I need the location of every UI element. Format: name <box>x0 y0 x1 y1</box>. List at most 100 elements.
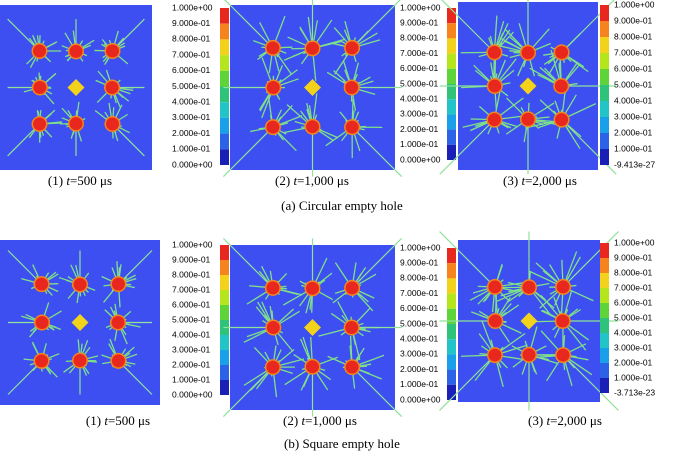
colorbar-cell <box>220 305 229 320</box>
hole <box>105 117 119 131</box>
center-hole <box>520 312 538 330</box>
colorbar-label: 4.000e-01 <box>172 329 211 339</box>
hole <box>556 348 570 362</box>
colorbar-cell <box>447 339 456 355</box>
colorbar-cell <box>600 348 609 363</box>
colorbar-label: 3.000e-01 <box>614 342 653 352</box>
colorbar-label: 6.000e-01 <box>400 303 439 313</box>
hole <box>33 81 47 94</box>
colorbar-cell <box>447 68 456 84</box>
panel: 1.000e+00 9.000e-01 8.000e-01 7.000e-01 6.00… <box>222 0 456 188</box>
colorbar-label: 2.000e-01 <box>614 357 653 367</box>
hole <box>266 81 280 94</box>
colorbar-label: 1.000e-01 <box>172 374 211 384</box>
colorbar-cell <box>220 39 229 56</box>
colorbar-label: 5.000e-01 <box>400 318 439 328</box>
caption-index: (1) <box>48 173 66 188</box>
caption-variable: t <box>293 173 297 188</box>
colorbar-label: 4.000e-01 <box>400 93 439 103</box>
caption-value: =1,000 μs <box>297 173 349 188</box>
colorbar-label: 2.000e-01 <box>172 128 211 138</box>
colorbar-cell <box>447 8 456 24</box>
caption-variable: t <box>66 173 70 188</box>
colorbar-label: 1.000e-01 <box>172 144 211 154</box>
hole <box>555 45 569 59</box>
colorbar-cell <box>600 133 609 149</box>
colorbar-cell <box>600 53 609 69</box>
colorbar-cell <box>600 37 609 53</box>
colorbar-label: 9.000e-01 <box>614 15 653 25</box>
caption-value: =500 μs <box>70 173 112 188</box>
caption-variable: t <box>104 413 108 428</box>
colorbar-cell <box>600 85 609 101</box>
caption-value: =1,000 μs <box>305 413 357 428</box>
colorbar-cell <box>220 260 229 275</box>
colorbar-cell <box>220 102 229 118</box>
colorbar-label: 1.000e+00 <box>614 0 655 9</box>
panel: 1.000e+00 9.000e-01 8.000e-01 7.000e-01 6.00… <box>439 0 655 188</box>
colorbar-label: 1.000e-01 <box>400 379 439 389</box>
colorbar-cell <box>220 70 229 87</box>
colorbar-label: -3.713e-23 <box>614 387 655 397</box>
caption-variable: t <box>546 413 550 428</box>
colorbar-label: 1.000e+00 <box>400 242 441 252</box>
hole <box>487 45 501 59</box>
caption-index: (1) <box>86 413 104 428</box>
colorbar-cell <box>600 333 609 348</box>
colorbar-label: 3.000e-01 <box>172 344 211 354</box>
colorbar-cell <box>220 290 229 305</box>
colorbar-cell <box>600 303 609 318</box>
colorbar-label: 5.000e-01 <box>172 81 211 91</box>
colorbar-label: 6.000e-01 <box>172 65 211 75</box>
hole <box>345 120 359 134</box>
caption: (3) t=2,000 μs <box>503 173 577 188</box>
colorbar-cell <box>220 55 229 71</box>
colorbar-cell <box>220 149 229 165</box>
colorbar-label: 9.000e-01 <box>172 18 211 28</box>
hole <box>111 316 125 329</box>
colorbar-label: 9.000e-01 <box>400 257 439 267</box>
hole <box>488 348 502 362</box>
colorbar-label: 7.000e-01 <box>400 48 439 58</box>
colorbar-label: 9.000e-01 <box>400 17 439 27</box>
hole <box>33 44 47 58</box>
hole <box>266 41 280 55</box>
colorbar-label: 5.000e-01 <box>614 312 653 322</box>
colorbar-cell <box>447 384 456 400</box>
colorbar-label: 4.000e-01 <box>614 327 653 337</box>
colorbar-label: 0.000e+00 <box>172 389 213 399</box>
caption-index: (2) <box>275 173 293 188</box>
hole <box>266 281 280 295</box>
center-hole <box>519 77 537 95</box>
colorbar-label: 0.000e+00 <box>400 394 441 404</box>
colorbar-label: 5.000e-01 <box>614 79 653 89</box>
hole <box>111 354 125 368</box>
colorbar-label: 8.000e-01 <box>172 269 211 279</box>
hole <box>266 120 280 134</box>
colorbar-cell <box>600 243 609 258</box>
colorbar-label: 1.000e-01 <box>614 143 653 153</box>
hole <box>522 348 536 362</box>
colorbar-label: 2.000e-01 <box>172 359 211 369</box>
colorbar-cell <box>447 23 456 39</box>
colorbar-label: 0.000e+00 <box>400 154 441 164</box>
colorbar-cell <box>447 248 456 264</box>
colorbar-label: 3.000e-01 <box>172 112 211 122</box>
colorbar-label: 3.000e-01 <box>614 111 653 121</box>
hole <box>554 79 568 93</box>
caption-index: (3) <box>528 413 546 428</box>
colorbar-cell <box>447 114 456 130</box>
colorbar-cell <box>220 245 229 260</box>
colorbar-label: 8.000e-01 <box>172 34 211 44</box>
center-hole <box>304 319 321 336</box>
subtitle: (a) Circular empty hole <box>281 198 403 213</box>
hole <box>266 360 280 374</box>
hole <box>345 281 359 295</box>
colorbar-cell <box>220 275 229 290</box>
panel: 1.000e+00 9.000e-01 8.000e-01 7.000e-01 6.00… <box>222 237 456 428</box>
colorbar-cell <box>220 380 229 395</box>
colorbar-label: 8.000e-01 <box>614 267 653 277</box>
hole <box>488 314 502 328</box>
colorbar-cell <box>447 324 456 340</box>
